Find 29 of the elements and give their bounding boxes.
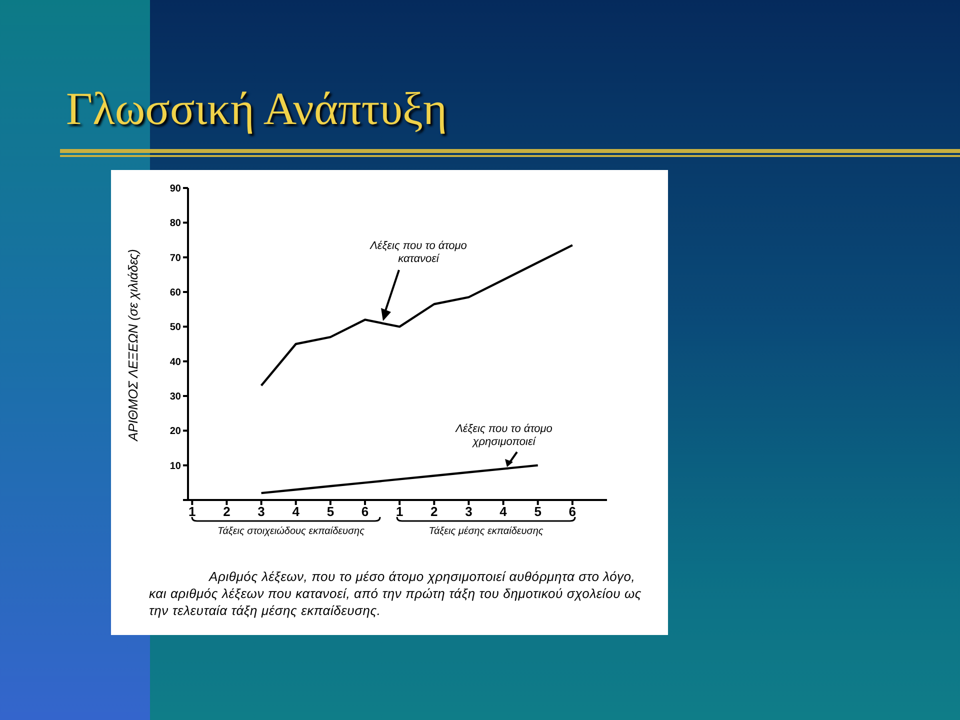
text: Λέξεις που το άτομο χρησιμοποιεί: [454, 423, 554, 449]
y-tick-label: 20: [170, 426, 182, 438]
chart-title: Γλωσσική Ανάπτυξη: [66, 82, 448, 135]
y-tick-label: 30: [170, 392, 182, 403]
x-tick-label: 3: [258, 504, 265, 520]
x-tick-label: 2: [430, 504, 438, 520]
line-series: [260, 464, 539, 494]
y-tick-label: 80: [170, 218, 182, 230]
x-tick-label: 5: [534, 504, 542, 520]
x-tick-label: 3: [465, 504, 472, 520]
text: Τάξεις μέσης εκπαίδευσης: [428, 525, 544, 538]
x-tick-label: 1: [396, 504, 404, 520]
y-tick-label: 90: [170, 184, 182, 195]
y-tick-label: 60: [170, 288, 182, 299]
text: Λέξεις που το άτομο κατανοεί: [368, 240, 468, 266]
text: Αριθμός λέξεων, που το μέσο άτομο χρησιμοποιεί αυθόρμητα στο λόγο, και αριθμός λέξεων που κατανοεί, από την πρώτη τάξη του δημοτικού σχολείου ως την τελευταία τάξη μέσης εκπαίδευσης.: [149, 568, 643, 619]
x-tick-label: 1: [188, 504, 196, 520]
y-tick-label: 70: [170, 252, 182, 264]
y-tick-label: 50: [170, 322, 182, 334]
x-tick-label: 6: [568, 504, 576, 520]
y-tick-label: 10: [170, 460, 182, 472]
x-tick-label: 4: [292, 504, 300, 520]
x-tick-label: 4: [500, 504, 508, 520]
x-tick-label: 5: [326, 504, 334, 520]
x-tick-label: 2: [223, 504, 230, 520]
y-tick-label: 40: [170, 356, 182, 368]
y-axis-title: ΑΡΙΘΜΟΣ ΛΕΞΕΩΝ (σε χιλιάδες): [126, 249, 140, 441]
x-tick-label: 6: [361, 504, 369, 520]
text: Τάξεις στοιχειώδους εκπαίδευσης: [216, 525, 366, 538]
